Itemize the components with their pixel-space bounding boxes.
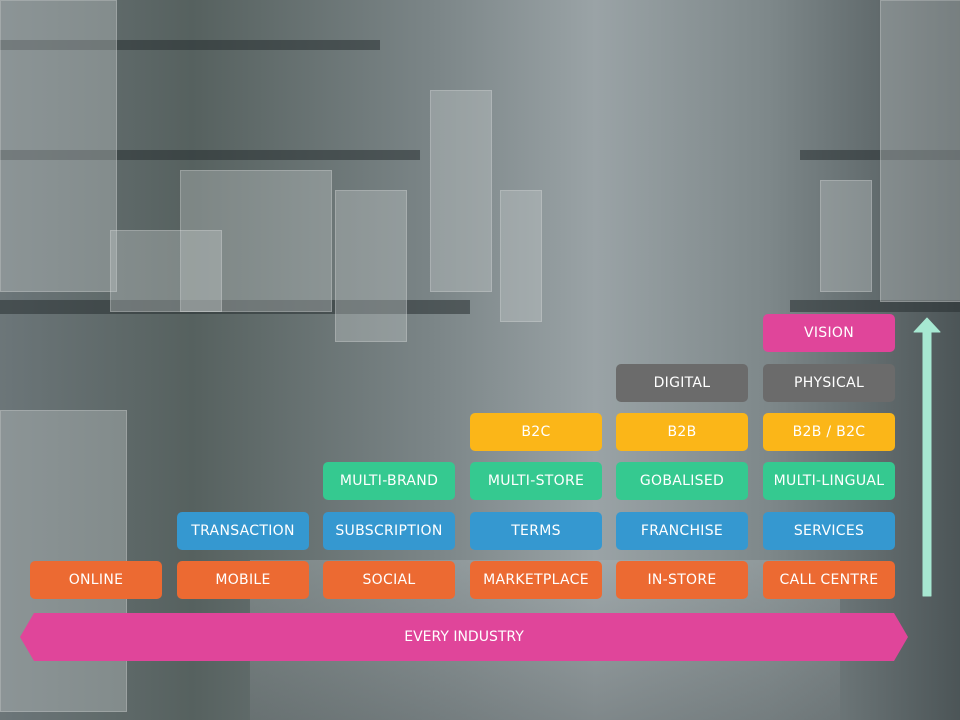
tile-transaction: TRANSACTION <box>177 512 309 550</box>
pallet-box <box>880 0 960 302</box>
tile-b2b: B2B <box>616 413 748 451</box>
tile-b2c: B2C <box>470 413 602 451</box>
pallet-box <box>335 190 407 342</box>
tile-terms: TERMS <box>470 512 602 550</box>
tile-physical: PHYSICAL <box>763 364 895 402</box>
tile-vision: VISION <box>763 314 895 352</box>
up-arrow-icon <box>913 317 941 597</box>
tile-subscription: SUBSCRIPTION <box>323 512 455 550</box>
shelf-beam <box>800 150 960 160</box>
tile-in-store: IN-STORE <box>616 561 748 599</box>
tile-b2b-b2c: B2B / B2C <box>763 413 895 451</box>
tile-marketplace: MARKETPLACE <box>470 561 602 599</box>
shelf-beam <box>790 300 960 312</box>
pallet-box <box>180 170 332 312</box>
tile-call-centre: CALL CENTRE <box>763 561 895 599</box>
tile-mobile: MOBILE <box>177 561 309 599</box>
tile-services: SERVICES <box>763 512 895 550</box>
shelf-beam <box>0 40 380 50</box>
shelf-beam <box>0 300 470 314</box>
pallet-box <box>110 230 222 312</box>
pallet-box <box>820 180 872 292</box>
tile-online: ONLINE <box>30 561 162 599</box>
tile-multi-store: MULTI-STORE <box>470 462 602 500</box>
tile-social: SOCIAL <box>323 561 455 599</box>
pallet-box <box>0 0 117 292</box>
shelf-beam <box>0 150 420 160</box>
tile-digital: DIGITAL <box>616 364 748 402</box>
pallet-box <box>500 190 542 322</box>
tile-multi-lingual: MULTI-LINGUAL <box>763 462 895 500</box>
tile-gobalised: GOBALISED <box>616 462 748 500</box>
tile-multi-brand: MULTI-BRAND <box>323 462 455 500</box>
tile-franchise: FRANCHISE <box>616 512 748 550</box>
pallet-box <box>430 90 492 292</box>
every-industry-banner: EVERY INDUSTRY <box>20 613 908 661</box>
